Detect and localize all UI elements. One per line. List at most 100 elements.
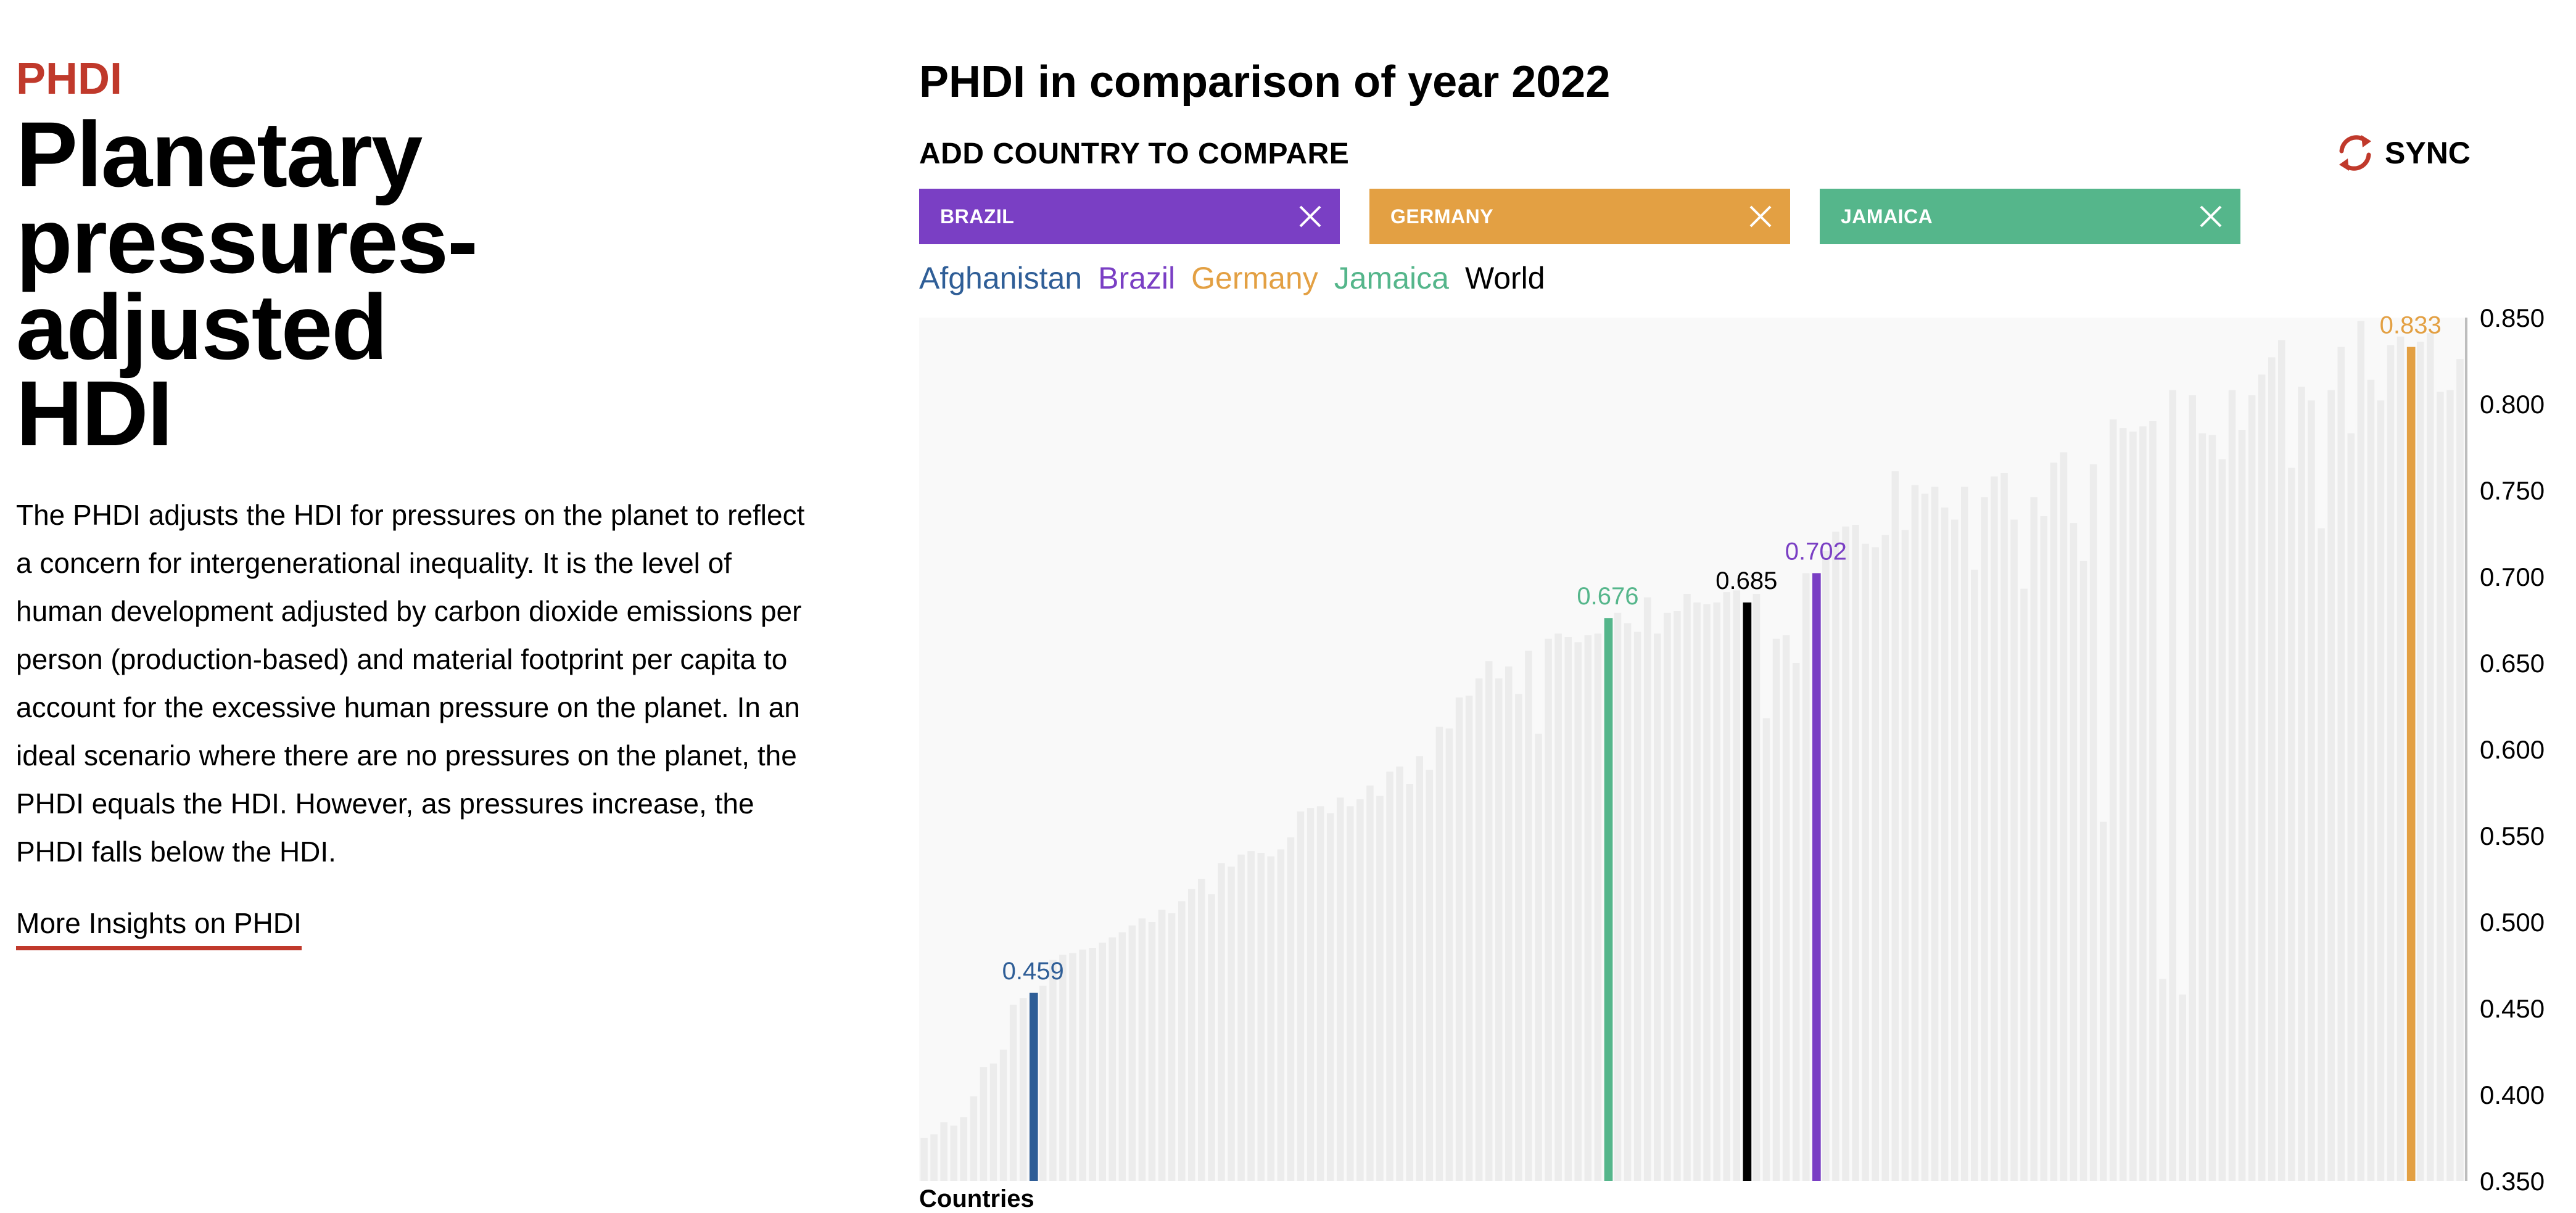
bar[interactable] — [1187, 889, 1195, 1181]
bar[interactable] — [1347, 806, 1354, 1181]
bar[interactable] — [2337, 347, 2345, 1181]
close-icon[interactable] — [1298, 204, 1323, 229]
bar[interactable] — [1624, 623, 1632, 1181]
bar[interactable] — [1079, 949, 1086, 1181]
bar[interactable] — [1069, 953, 1076, 1181]
bar[interactable] — [1792, 663, 1800, 1181]
bar[interactable] — [2288, 467, 2295, 1181]
bar[interactable] — [1931, 487, 1939, 1181]
bar[interactable] — [2318, 528, 2325, 1181]
bar[interactable] — [2010, 519, 2018, 1181]
bar[interactable] — [2298, 387, 2305, 1181]
bar[interactable] — [1674, 611, 1681, 1181]
bar[interactable] — [2278, 340, 2285, 1181]
bar[interactable] — [1525, 651, 1532, 1181]
bar[interactable] — [1733, 590, 1741, 1181]
bar[interactable] — [1326, 813, 1334, 1181]
bar[interactable] — [2208, 435, 2216, 1181]
bar[interactable] — [1118, 932, 1126, 1181]
bar[interactable] — [2248, 395, 2256, 1181]
sync-button[interactable]: SYNC — [2337, 130, 2471, 176]
bar[interactable] — [2258, 374, 2266, 1181]
bar[interactable] — [1228, 866, 1235, 1181]
bar[interactable] — [1218, 863, 1225, 1181]
bar[interactable] — [1138, 918, 1146, 1181]
bar[interactable] — [1802, 573, 1810, 1181]
bar[interactable] — [1128, 925, 1136, 1181]
bar[interactable] — [1981, 497, 1988, 1182]
bar[interactable] — [1901, 530, 1909, 1181]
bar[interactable] — [2377, 400, 2385, 1181]
bar[interactable] — [1762, 718, 1770, 1181]
bar[interactable] — [2169, 390, 2176, 1181]
bar[interactable] — [1465, 696, 1473, 1181]
bar[interactable] — [1376, 796, 1384, 1181]
bar[interactable] — [2218, 459, 2226, 1181]
bar[interactable] — [1614, 612, 1622, 1181]
close-icon[interactable] — [1748, 204, 1773, 229]
bar[interactable] — [2129, 431, 2137, 1181]
bar-germany[interactable] — [2406, 347, 2416, 1181]
bar[interactable] — [1505, 666, 1513, 1181]
more-insights-link[interactable]: More Insights on PHDI — [16, 905, 302, 950]
bar[interactable] — [2070, 523, 2078, 1182]
bar[interactable] — [1713, 602, 1720, 1181]
bar[interactable] — [1960, 487, 1968, 1181]
bar[interactable] — [1594, 633, 1602, 1181]
bar[interactable] — [2387, 345, 2395, 1181]
bar[interactable] — [1386, 771, 1393, 1181]
bar[interactable] — [1307, 808, 1315, 1181]
bar[interactable] — [2456, 359, 2464, 1182]
bar[interactable] — [970, 1096, 978, 1181]
bar[interactable] — [1108, 937, 1117, 1181]
bar[interactable] — [2179, 994, 2186, 1181]
bar[interactable] — [1178, 901, 1186, 1181]
bar[interactable] — [1991, 476, 1998, 1181]
bar[interactable] — [1019, 998, 1027, 1181]
bar[interactable] — [2020, 588, 2028, 1181]
bar[interactable] — [1911, 485, 1919, 1181]
bar[interactable] — [1099, 942, 1106, 1181]
bar[interactable] — [1951, 519, 1959, 1181]
bar[interactable] — [1168, 913, 1176, 1181]
bar[interactable] — [1545, 638, 1552, 1181]
bar[interactable] — [1664, 612, 1671, 1181]
bar[interactable] — [980, 1067, 988, 1181]
bar[interactable] — [1356, 799, 1364, 1181]
bar[interactable] — [1852, 525, 1859, 1181]
bar[interactable] — [2416, 342, 2424, 1182]
bar[interactable] — [2079, 561, 2087, 1181]
bar[interactable] — [1872, 547, 1879, 1181]
bar[interactable] — [1554, 633, 1562, 1181]
bar[interactable] — [1683, 594, 1691, 1181]
bar[interactable] — [1089, 948, 1096, 1181]
legend-item-jamaica[interactable]: Jamaica — [1334, 261, 1449, 295]
bar[interactable] — [1723, 592, 1731, 1181]
bar[interactable] — [1862, 543, 1869, 1181]
bar[interactable] — [2120, 428, 2127, 1182]
bar[interactable] — [2198, 433, 2207, 1181]
bar[interactable] — [1574, 642, 1582, 1181]
bar[interactable] — [1009, 1005, 1017, 1181]
bar[interactable] — [1435, 726, 1443, 1181]
country-chip-jamaica[interactable]: JAMAICA — [1820, 189, 2240, 244]
bar[interactable] — [1039, 985, 1047, 1181]
bar[interactable] — [1059, 955, 1067, 1181]
bar[interactable] — [2308, 400, 2315, 1181]
bar[interactable] — [2327, 390, 2335, 1181]
bar[interactable] — [1445, 728, 1453, 1181]
bar[interactable] — [2396, 336, 2405, 1181]
bar[interactable] — [999, 1050, 1007, 1181]
bar[interactable] — [2446, 390, 2454, 1181]
bar[interactable] — [1158, 910, 1166, 1181]
bar[interactable] — [1198, 879, 1205, 1181]
bar[interactable] — [1881, 535, 1889, 1181]
bar[interactable] — [1287, 837, 1295, 1181]
bar[interactable] — [1277, 849, 1285, 1181]
bar[interactable] — [2357, 321, 2365, 1181]
bar-afghanistan[interactable] — [1029, 992, 1038, 1181]
bar[interactable] — [2189, 395, 2197, 1181]
bar[interactable] — [930, 1134, 938, 1181]
bar[interactable] — [2109, 419, 2117, 1182]
bar[interactable] — [1564, 637, 1572, 1181]
